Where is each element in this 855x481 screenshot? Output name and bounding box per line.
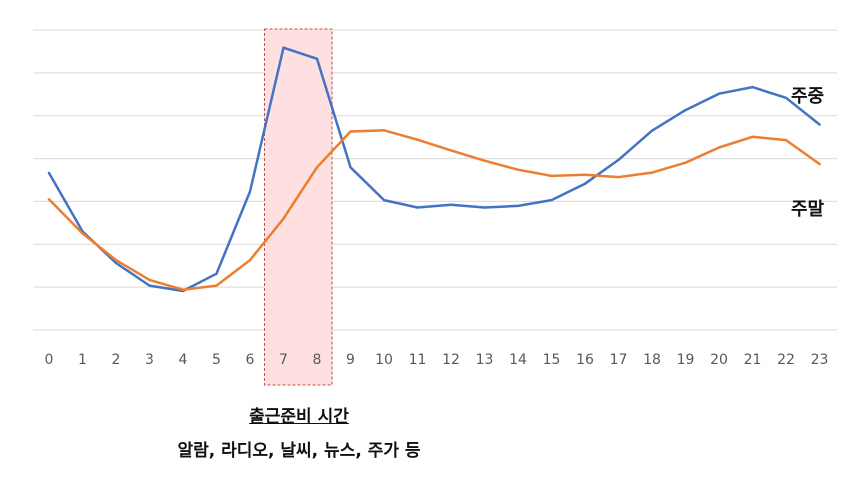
data-point [248, 190, 252, 193]
data-point [550, 198, 553, 202]
data-point [315, 166, 319, 169]
highlight-region [264, 28, 333, 386]
data-point [483, 159, 486, 162]
series-line-weekday [47, 46, 821, 293]
data-point [416, 138, 419, 141]
x-tick-label: 0 [45, 352, 54, 368]
data-point [349, 130, 352, 133]
x-tick-labels: 0 1 2 3 4 5 6 7 8 9 10 11 12 13 14 15 16 17 18 19 20 21 22 23 [45, 352, 829, 368]
x-tick-label: 6 [246, 352, 255, 368]
data-point [416, 206, 419, 209]
highlight-box [264, 28, 333, 386]
x-tick-label: 5 [212, 352, 221, 368]
x-tick-label: 4 [179, 352, 188, 368]
data-point [483, 206, 486, 209]
data-point [550, 174, 553, 178]
data-point [650, 171, 654, 174]
x-tick-label: 23 [811, 352, 829, 368]
data-point [449, 149, 453, 152]
data-point [181, 288, 185, 291]
x-tick-label: 19 [677, 352, 695, 368]
series-group [47, 46, 821, 293]
x-tick-label: 10 [375, 352, 393, 368]
x-tick-label: 16 [576, 352, 594, 368]
grid-lines [33, 29, 837, 331]
data-point [215, 272, 218, 275]
data-point [114, 258, 118, 262]
data-point [148, 284, 151, 287]
data-point [215, 284, 218, 287]
data-point [784, 96, 788, 100]
data-point [114, 261, 118, 265]
data-point [516, 204, 520, 208]
data-point [818, 162, 821, 166]
data-point [47, 198, 51, 201]
data-point [516, 168, 520, 171]
data-point [248, 258, 252, 262]
x-tick-label: 14 [509, 352, 527, 368]
data-point [650, 129, 654, 132]
data-point [751, 135, 754, 139]
x-tick-label: 1 [78, 352, 87, 368]
x-tick-label: 2 [112, 352, 121, 368]
x-tick-label: 17 [610, 352, 628, 368]
data-point [583, 182, 587, 185]
data-point [315, 57, 319, 60]
data-point [583, 173, 587, 176]
data-point [684, 161, 687, 164]
x-tick-label: 18 [643, 352, 661, 368]
data-point [617, 158, 620, 162]
data-point [382, 198, 386, 202]
annotation-subtitle: 알람, 라디오, 날씨, 뉴스, 주가 등 [177, 441, 421, 461]
data-point [818, 123, 821, 126]
data-point [784, 138, 788, 142]
data-point [282, 217, 285, 220]
data-point [382, 129, 386, 132]
series-label-weekend: 주말 [791, 199, 825, 220]
x-tick-label: 9 [346, 352, 355, 368]
data-point [717, 92, 721, 95]
data-point [349, 166, 352, 169]
x-tick-label: 8 [313, 352, 322, 368]
data-point [81, 232, 84, 235]
x-tick-label: 13 [476, 352, 494, 368]
data-point [717, 146, 721, 149]
data-point [148, 278, 151, 282]
series-label-weekday: 주중 [791, 86, 824, 107]
x-tick-label: 7 [279, 352, 288, 368]
data-point [617, 175, 620, 179]
data-point [449, 203, 453, 206]
series-line-weekend [47, 129, 821, 291]
x-tick-label: 15 [543, 352, 561, 368]
x-tick-label: 11 [409, 352, 427, 368]
data-point [47, 171, 51, 175]
data-point [684, 108, 687, 112]
data-point [282, 46, 285, 49]
x-tick-label: 12 [442, 352, 460, 368]
data-point [751, 85, 754, 89]
x-tick-label: 20 [710, 352, 728, 368]
annotation-title: 출근준비 시간 [249, 407, 349, 427]
x-tick-label: 3 [145, 352, 154, 368]
x-tick-label: 21 [744, 352, 762, 368]
x-tick-label: 22 [777, 352, 795, 368]
